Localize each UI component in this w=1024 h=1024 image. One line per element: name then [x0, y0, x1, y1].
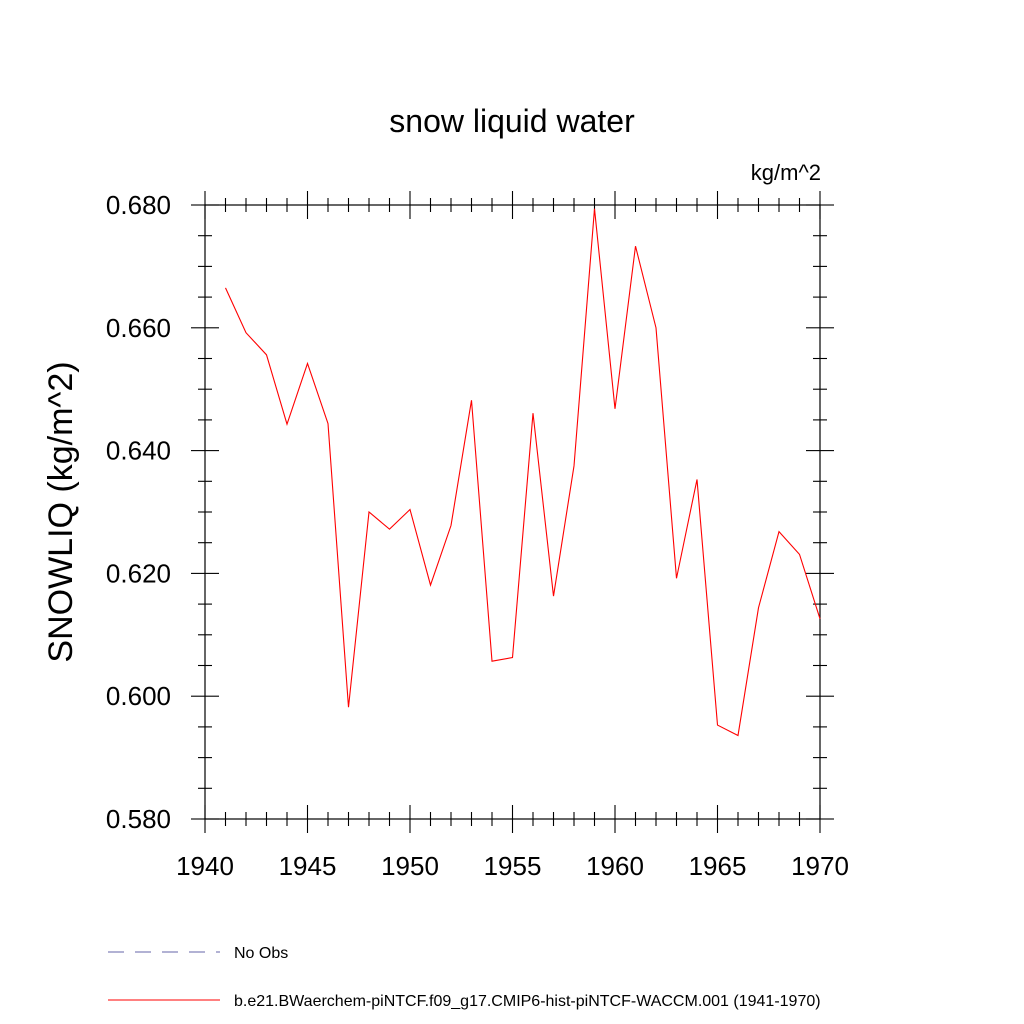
units-label: kg/m^2: [751, 160, 821, 185]
x-tick-label: 1950: [381, 851, 439, 881]
legend: No Obs b.e21.BWaerchem-piNTCF.f09_g17.CMI…: [108, 945, 821, 1010]
y-axis-label: SNOWLIQ (kg/m^2): [42, 361, 80, 662]
x-tick-label: 1955: [484, 851, 542, 881]
tick-labels: 1940 1945 1950 1955 1960 1965 1970 0.580 0.600 0.…: [106, 190, 849, 881]
chart-title: snow liquid water: [389, 103, 635, 139]
x-tick-label: 1940: [176, 851, 234, 881]
y-tick-label: 0.660: [106, 313, 171, 343]
x-tick-label: 1960: [586, 851, 644, 881]
x-tick-label: 1945: [279, 851, 337, 881]
y-tick-label: 0.580: [106, 804, 171, 834]
x-tick-label: 1970: [791, 851, 849, 881]
y-tick-label: 0.600: [106, 681, 171, 711]
y-tick-label: 0.620: [106, 558, 171, 588]
legend-label: b.e21.BWaerchem-piNTCF.f09_g17.CMIP6-his…: [234, 993, 821, 1010]
axis-ticks: [191, 191, 834, 833]
plot-frame: [204, 204, 821, 820]
x-tick-label: 1965: [689, 851, 747, 881]
series-line: [224, 208, 821, 737]
y-tick-label: 0.680: [106, 190, 171, 220]
series-layer: [224, 208, 821, 737]
y-tick-label: 0.640: [106, 436, 171, 466]
legend-label: No Obs: [234, 945, 288, 962]
